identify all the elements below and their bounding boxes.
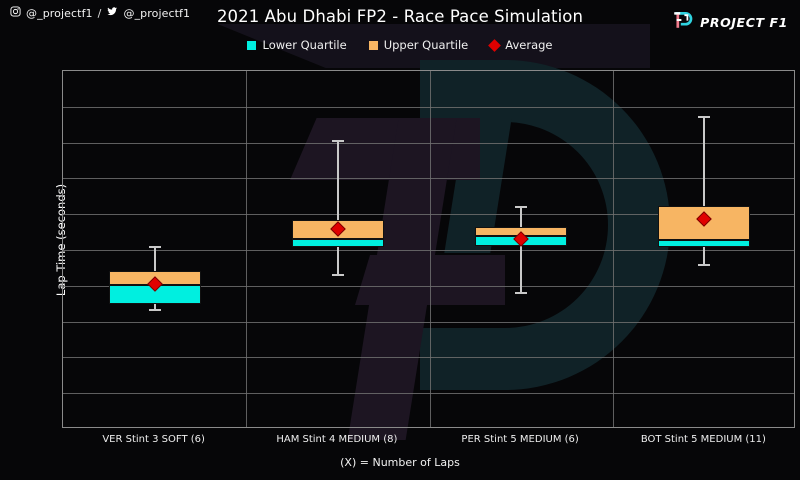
legend-item-average[interactable]: Average <box>488 38 553 52</box>
chart-title: 2021 Abu Dhabi FP2 - Race Pace Simulatio… <box>216 7 584 26</box>
whisker-line <box>336 140 339 274</box>
chart-legend: Lower Quartile Upper Quartile Average <box>0 38 800 52</box>
project-f1-wordmark: PROJECT F1 <box>700 14 788 30</box>
legend-label-average: Average <box>505 38 553 52</box>
whisker-cap-low <box>698 264 711 267</box>
x-axis-tick-label: VER Stint 3 SOFT (6) <box>102 434 205 445</box>
whisker-line <box>703 116 706 265</box>
twitter-icon <box>106 6 118 20</box>
gridline-horizontal <box>63 142 794 144</box>
gridline-horizontal <box>63 393 794 395</box>
handle-separator: / <box>97 6 102 20</box>
legend-swatch-upper-quartile <box>368 40 378 50</box>
x-axis-tick-label: BOT Stint 5 MEDIUM (11) <box>640 434 766 445</box>
twitter-handle: @_projectf1 <box>123 6 191 20</box>
gridline-horizontal <box>63 357 794 359</box>
gridline-vertical <box>246 71 248 427</box>
gridline-horizontal <box>63 321 794 323</box>
x-axis-note: (X) = Number of Laps <box>340 456 460 469</box>
plot-area <box>62 70 795 428</box>
whisker-line <box>520 205 523 292</box>
gridline-horizontal <box>63 178 794 180</box>
legend-item-upper-quartile[interactable]: Upper Quartile <box>368 38 469 52</box>
instagram-handle: @_projectf1 <box>26 6 93 20</box>
gridline-vertical <box>429 71 431 427</box>
instagram-icon <box>10 6 21 20</box>
gridline-horizontal <box>63 250 794 251</box>
box-plot[interactable] <box>475 71 568 429</box>
legend-label-upper-quartile: Upper Quartile <box>383 38 469 52</box>
whisker-cap-high <box>331 140 344 143</box>
project-f1-logo: PROJECT F1 <box>670 8 788 36</box>
whisker-cap-low <box>148 309 161 312</box>
legend-label-lower-quartile: Lower Quartile <box>262 38 347 52</box>
box-plot[interactable] <box>108 71 201 429</box>
box-plot[interactable] <box>291 71 384 429</box>
gridline-horizontal <box>63 214 794 216</box>
lower-quartile-box[interactable] <box>658 239 751 248</box>
x-axis-tick-label: PER Stint 5 MEDIUM (6) <box>461 434 579 445</box>
social-handles: @_projectf1 / @_projectf1 <box>10 6 190 20</box>
whisker-cap-low <box>515 291 528 294</box>
box-plot[interactable] <box>658 71 751 429</box>
lower-quartile-box[interactable] <box>291 238 384 248</box>
x-axis-tick-label: HAM Stint 4 MEDIUM (8) <box>276 434 398 445</box>
legend-item-lower-quartile[interactable]: Lower Quartile <box>247 38 347 52</box>
gridline-horizontal <box>63 285 794 287</box>
gridline-vertical <box>612 71 614 427</box>
legend-swatch-lower-quartile <box>247 40 257 50</box>
project-f1-mark-icon <box>670 8 694 36</box>
legend-swatch-average <box>488 38 502 52</box>
whisker-cap-high <box>515 205 528 208</box>
whisker-cap-high <box>698 116 711 119</box>
gridline-horizontal <box>63 106 794 108</box>
whisker-cap-high <box>148 245 161 248</box>
whisker-cap-low <box>331 273 344 276</box>
